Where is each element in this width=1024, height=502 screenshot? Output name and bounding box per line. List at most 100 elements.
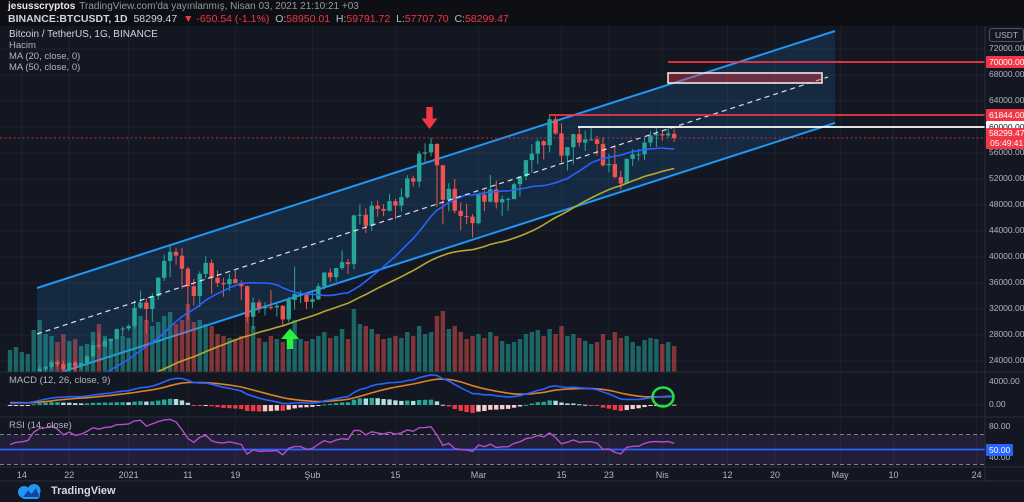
candle[interactable] [505, 199, 511, 201]
candle[interactable] [333, 268, 339, 278]
candle[interactable] [67, 362, 72, 370]
candle[interactable] [559, 133, 564, 156]
candle[interactable] [245, 286, 250, 317]
candle[interactable] [517, 176, 523, 185]
ma50-line[interactable] [10, 167, 675, 405]
candle[interactable] [114, 329, 119, 339]
candle[interactable] [209, 262, 214, 278]
candle[interactable] [322, 272, 327, 287]
candle[interactable] [298, 294, 303, 296]
candle[interactable] [618, 177, 623, 184]
candle[interactable] [286, 299, 291, 320]
candle[interactable] [268, 307, 274, 309]
candle[interactable] [458, 210, 463, 217]
candle[interactable] [43, 366, 48, 369]
macd-cross-circle[interactable] [651, 386, 675, 408]
candle[interactable] [161, 260, 167, 278]
rsi-legend[interactable]: RSI (14, close) [9, 420, 72, 431]
candle[interactable] [351, 215, 357, 265]
candle[interactable] [55, 361, 60, 365]
ma20-legend[interactable]: MA (20, close, 0) [9, 51, 81, 62]
candle[interactable] [256, 302, 262, 309]
candle[interactable] [363, 214, 368, 226]
candle[interactable] [660, 134, 665, 136]
currency-toggle[interactable]: USDT [989, 28, 1024, 42]
candle[interactable] [636, 154, 641, 156]
candle[interactable] [541, 141, 546, 146]
candle[interactable] [440, 165, 446, 200]
tradingview-attribution[interactable]: TradingView [16, 482, 116, 500]
candle[interactable] [494, 189, 499, 203]
candle[interactable] [167, 251, 173, 261]
candle[interactable] [262, 307, 268, 309]
candle[interactable] [482, 194, 487, 202]
candle[interactable] [73, 362, 78, 366]
candle[interactable] [547, 119, 552, 146]
candle[interactable] [488, 189, 493, 202]
sell-arrow-icon[interactable] [421, 107, 438, 129]
buy-arrow-icon[interactable] [281, 328, 299, 350]
candle[interactable] [671, 133, 677, 139]
candle[interactable] [26, 391, 30, 392]
candle[interactable] [464, 216, 469, 218]
candle[interactable] [37, 368, 42, 378]
candle[interactable] [375, 205, 380, 209]
candle[interactable] [102, 340, 108, 347]
candle[interactable] [511, 184, 517, 200]
candle[interactable] [369, 205, 374, 226]
candle[interactable] [221, 283, 226, 285]
candle[interactable] [120, 328, 125, 330]
candle[interactable] [191, 286, 197, 296]
candle[interactable] [523, 160, 529, 177]
candle[interactable] [138, 302, 143, 308]
candle[interactable] [422, 152, 428, 154]
candle[interactable] [594, 139, 600, 144]
candle[interactable] [565, 147, 570, 156]
candle[interactable] [78, 362, 84, 366]
candle[interactable] [292, 294, 297, 300]
candle[interactable] [381, 208, 386, 211]
candle[interactable] [227, 279, 232, 285]
target-zone-rectangle[interactable] [667, 72, 823, 84]
candle[interactable] [132, 307, 137, 326]
candle[interactable] [470, 216, 475, 224]
price-axis[interactable]: 72000.00 68000.00 64000.00 56000.00 52000.00… [985, 26, 1024, 481]
candle[interactable] [179, 255, 185, 269]
candle[interactable] [49, 361, 54, 367]
candle[interactable] [612, 164, 618, 178]
ma20-line[interactable] [10, 147, 675, 397]
candle[interactable] [316, 286, 321, 300]
candle[interactable] [357, 214, 363, 216]
candle[interactable] [553, 119, 558, 134]
candle[interactable] [239, 283, 244, 287]
candle[interactable] [630, 154, 635, 159]
candle[interactable] [416, 153, 422, 182]
candle[interactable] [405, 178, 410, 198]
candle[interactable] [654, 134, 659, 136]
candle[interactable] [399, 197, 404, 206]
candle[interactable] [606, 164, 612, 166]
candle[interactable] [274, 305, 280, 308]
candle[interactable] [577, 134, 582, 143]
candle[interactable] [387, 201, 392, 211]
candle[interactable] [108, 338, 114, 341]
candle[interactable] [642, 142, 647, 155]
candle[interactable] [339, 262, 345, 269]
trend-channel-fill[interactable] [37, 31, 835, 380]
candle[interactable] [583, 139, 588, 143]
candle[interactable] [185, 268, 191, 287]
candle[interactable] [150, 296, 155, 309]
candle[interactable] [90, 345, 96, 357]
candle[interactable] [310, 299, 315, 302]
candle[interactable] [434, 143, 440, 166]
candle[interactable] [197, 273, 202, 296]
author-name[interactable]: jesusscryptos [8, 1, 76, 12]
candle[interactable] [61, 364, 66, 370]
candle[interactable] [250, 302, 256, 317]
candle[interactable] [624, 158, 629, 184]
candle[interactable] [588, 139, 594, 141]
channel-midline[interactable] [36, 76, 829, 335]
candle[interactable] [446, 188, 452, 200]
candle[interactable] [499, 199, 505, 203]
